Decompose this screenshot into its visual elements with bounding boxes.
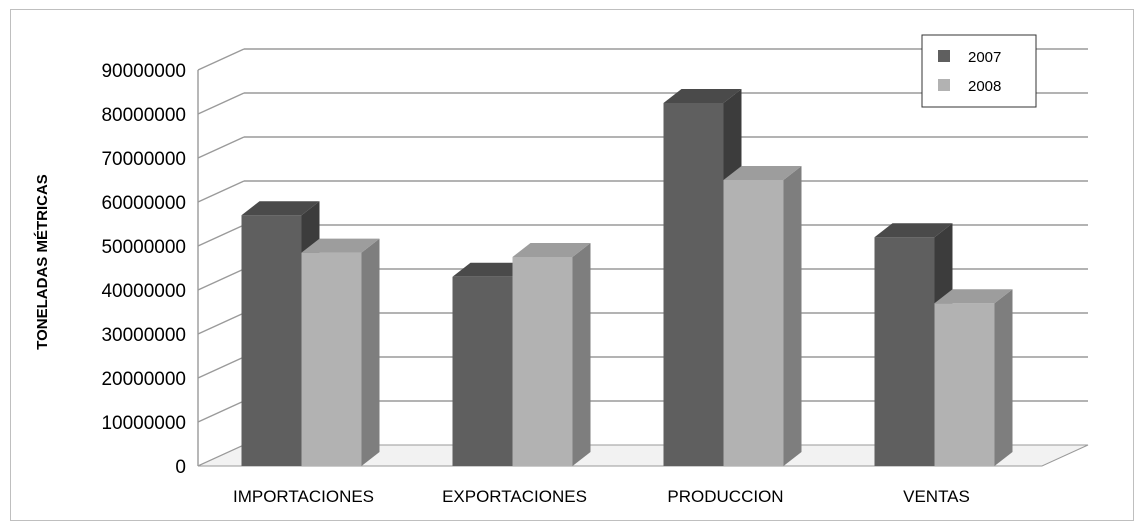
legend-label-2007: 2007: [968, 49, 1001, 66]
legend: 2007 2008: [921, 34, 1037, 108]
bar-exportaciones-2008: [512, 257, 573, 466]
bars: [241, 89, 1013, 466]
bar-importaciones-2008: [301, 252, 362, 466]
bar-produccion-2008-side: [783, 166, 802, 466]
x-category-label: VENTAS: [903, 487, 970, 506]
bar-ventas-2008: [934, 303, 995, 466]
y-tick-label: 70000000: [101, 149, 186, 170]
x-axis-categories: IMPORTACIONES EXPORTACIONES PRODUCCION VENT…: [233, 487, 970, 506]
y-tick-label: 10000000: [101, 413, 186, 434]
y-axis-ticks: 0 10000000 20000000 30000000 40000000 5000000…: [101, 61, 186, 478]
bar-exportaciones-2007: [452, 276, 513, 466]
y-tick-label: 0: [175, 457, 186, 478]
bar-produccion-2007-top: [663, 89, 742, 103]
side-wall-gridline: [197, 48, 245, 71]
side-wall-gridline: [197, 92, 245, 115]
side-wall-gridline: [197, 356, 245, 379]
bar-exportaciones-2008-top: [512, 243, 591, 257]
side-wall-gridline: [197, 224, 245, 247]
legend-box: [921, 34, 1037, 108]
legend-label-2008: 2008: [968, 78, 1001, 95]
side-wall-gridline: [197, 180, 245, 203]
bar-exportaciones-2007-top: [452, 262, 531, 277]
legend-swatch-2007: [938, 50, 950, 62]
y-tick-label: 50000000: [101, 237, 186, 258]
bar-ventas-2007-top: [874, 223, 953, 238]
y-axis-title: TONELADAS MÉTRICAS: [34, 174, 51, 350]
legend-swatch-2008: [938, 79, 950, 91]
side-wall-gridline: [197, 312, 245, 335]
side-wall-gridline: [197, 268, 245, 291]
side-wall-gridline: [197, 400, 245, 423]
x-category-label: EXPORTACIONES: [442, 487, 587, 506]
bar-exportaciones-2008-side: [572, 243, 591, 466]
x-category-label: PRODUCCION: [667, 487, 783, 506]
bar-ventas-2008-top: [934, 289, 1013, 304]
y-tick-label: 30000000: [101, 325, 186, 346]
bar-importaciones-2008-top: [301, 238, 380, 253]
bar-importaciones-2007-top: [241, 201, 320, 216]
bar-ventas-2007: [874, 237, 935, 466]
bar-importaciones-2008-side: [361, 238, 380, 466]
y-tick-label: 60000000: [101, 193, 186, 214]
side-wall-gridline: [197, 136, 245, 159]
bar-importaciones-2007: [241, 215, 302, 466]
bar-produccion-2008: [723, 180, 784, 466]
x-category-label: IMPORTACIONES: [233, 487, 374, 506]
y-tick-label: 90000000: [101, 61, 186, 82]
bar-produccion-2008-top: [723, 166, 802, 180]
y-tick-label: 80000000: [101, 105, 186, 126]
bar-ventas-2008-side: [994, 289, 1013, 466]
bar-produccion-2007: [663, 103, 724, 466]
y-tick-label: 20000000: [101, 369, 186, 390]
y-tick-label: 40000000: [101, 281, 186, 302]
